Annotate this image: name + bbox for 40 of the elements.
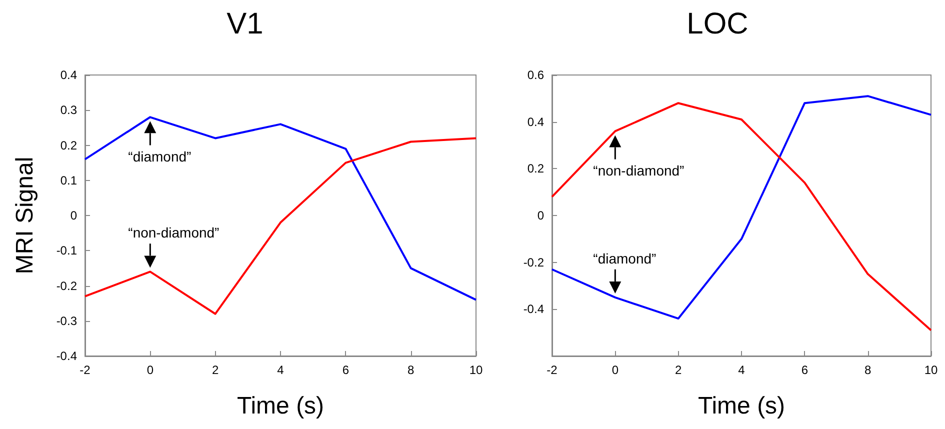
line-series bbox=[84, 116, 477, 301]
y-tick-label: 0.4 bbox=[527, 114, 544, 129]
x-tick-label: -2 bbox=[546, 363, 558, 377]
x-tick-label: 6 bbox=[342, 363, 350, 377]
y-tick-label: 0.2 bbox=[527, 162, 544, 176]
x-axis-title: Time (s) bbox=[698, 392, 786, 420]
y-tick-label: 0.3 bbox=[60, 103, 78, 118]
x-tick-label: 10 bbox=[469, 363, 483, 377]
series-label: “diamond” bbox=[593, 250, 657, 266]
y-tick-label: 0 bbox=[70, 208, 78, 222]
y-tick-label: -0.4 bbox=[523, 302, 544, 316]
x-tick-label: 4 bbox=[738, 363, 746, 377]
x-tick-label: 4 bbox=[277, 363, 284, 377]
y-tick-label: -0.1 bbox=[56, 244, 78, 258]
y-tick-label: 0.4 bbox=[60, 68, 78, 82]
x-tick-label: 2 bbox=[674, 363, 682, 377]
line-series bbox=[84, 137, 477, 315]
series-label: “diamond” bbox=[128, 148, 192, 164]
x-tick-label: 8 bbox=[864, 363, 872, 377]
x-tick-label: 0 bbox=[612, 363, 619, 377]
x-tick-label: 8 bbox=[407, 363, 414, 377]
x-tick-label: 6 bbox=[801, 363, 808, 377]
series-label: “non-diamond” bbox=[593, 162, 685, 178]
x-tick-label: 0 bbox=[146, 363, 154, 377]
y-axis-title: MRI Signal bbox=[12, 156, 38, 274]
y-tick-label: 0.2 bbox=[60, 138, 78, 152]
y-tick-label: 0.6 bbox=[527, 68, 544, 82]
y-tick-label: -0.3 bbox=[56, 314, 78, 328]
x-tick-label: -2 bbox=[80, 363, 91, 377]
y-tick-label: 0.1 bbox=[60, 173, 78, 188]
chart-title: LOC bbox=[686, 8, 748, 40]
chart-title: V1 bbox=[226, 8, 264, 40]
text: “non-diamond” bbox=[128, 224, 220, 241]
y-tick-label: 0 bbox=[537, 208, 544, 222]
x-tick-label: 10 bbox=[924, 363, 938, 377]
x-axis-title: Time (s) bbox=[236, 392, 324, 420]
y-tick-label: -0.4 bbox=[56, 349, 78, 363]
x-tick-label: 2 bbox=[212, 363, 219, 377]
y-tick-label: -0.2 bbox=[56, 278, 78, 293]
y-tick-label: -0.2 bbox=[523, 255, 544, 270]
